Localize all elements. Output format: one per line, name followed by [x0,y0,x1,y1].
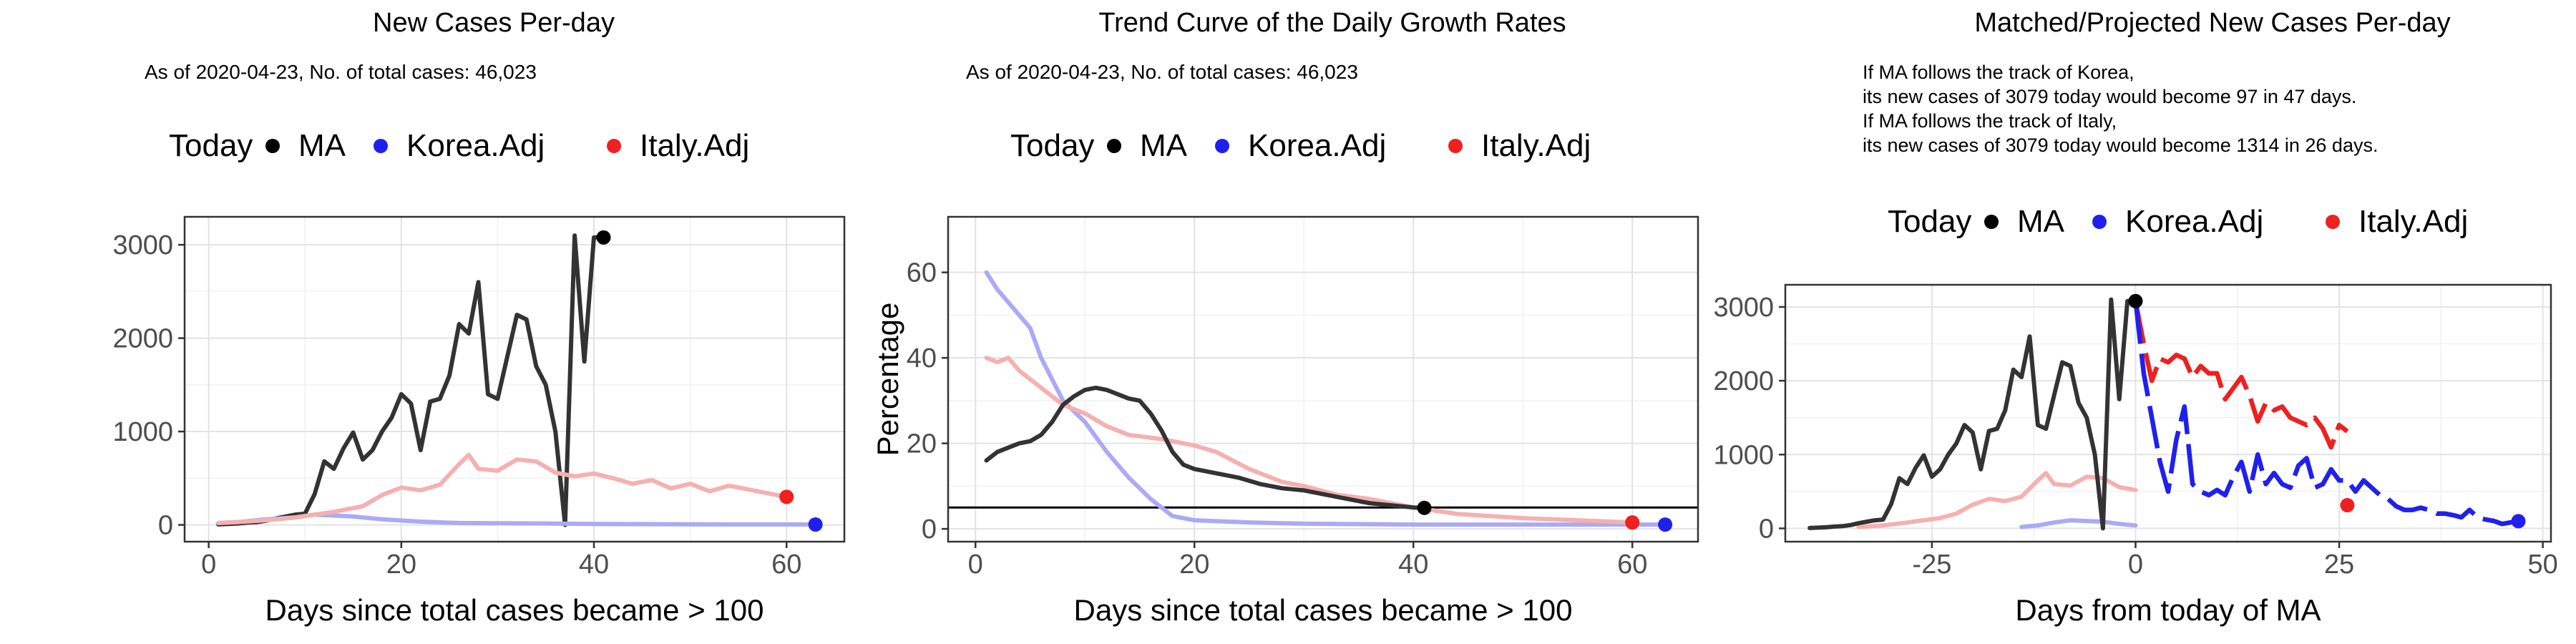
x-tick-label: 20 [1179,550,1209,580]
legend-key-marker [607,139,621,153]
y-tick-label: 60 [907,258,937,288]
chart-subtitle: As of 2020-04-23, No. of total cases: 46… [966,61,1358,83]
x-tick-label: 0 [201,550,216,580]
legend: Today MA Korea.Adj Italy.Adj [1888,204,2468,239]
x-tick-label: 40 [1398,550,1428,580]
series-line-italy-adj [216,452,789,525]
today-point-ma [2128,293,2143,308]
legend: Today MA Korea.Adj Italy.Adj [1010,128,1591,163]
x-tick-label: 60 [1617,550,1647,580]
series-line-korea-adj [2019,518,2138,530]
y-tick-label: 3000 [1713,293,1774,323]
legend: Today MA Korea.Adj Italy.Adj [169,128,749,163]
chart-subtitle-line: its new cases of 3079 today would become… [1863,86,2356,107]
today-point-italy-adj [2340,498,2355,513]
chart-subtitle-line: If MA follows the track of Korea, [1863,62,2135,83]
y-tick-label: 40 [907,343,937,374]
chart-subtitle: As of 2020-04-23, No. of total cases: 46… [145,61,537,83]
y-tick-label: 20 [907,429,937,459]
series-line-ma [1807,297,2138,531]
legend-label: Korea.Adj [406,128,545,163]
legend-key-marker [1448,139,1463,153]
legend-key-marker [1107,139,1121,153]
chart-title: New Cases Per-day [373,8,615,38]
plot-border [183,215,846,543]
x-tick-label: 50 [2527,550,2557,580]
x-axis-title: Days since total cases became > 100 [1074,593,1573,627]
today-point-ma [596,230,611,245]
y-tick-label: 0 [158,511,173,541]
y-tick-label: 2000 [1713,366,1774,396]
legend-key-marker [265,139,280,153]
x-tick-label: 0 [2128,550,2143,580]
legend-label: MA [1140,128,1188,163]
legend-label: MA [2017,204,2065,239]
x-tick-label: 40 [579,550,609,580]
x-tick-label: -25 [1912,550,1951,580]
legend-label: MA [298,128,346,163]
today-point-ma [1417,500,1432,515]
y-tick-label: 0 [1759,514,1774,544]
plot-border [1784,283,2552,543]
y-tick-label: 2000 [112,324,173,354]
chart-title: Trend Curve of the Daily Growth Rates [1098,8,1566,38]
gridlines [185,217,844,542]
plot-background [1785,285,2551,542]
chart-panel-3: Matched/Projected New Cases Per-day If MA… [1713,8,2557,627]
x-tick-label: 25 [2324,550,2354,580]
today-point-italy-adj [779,489,794,504]
legend-label: Italy.Adj [2358,204,2468,239]
chart-subtitle-line: If MA follows the track of Italy, [1863,110,2117,132]
y-tick-label: 1000 [1713,440,1774,470]
today-point-korea-adj [1658,517,1673,532]
legend-label: Italy.Adj [1481,128,1591,163]
legend-key-marker [374,139,388,153]
legend-key-marker [2092,215,2107,229]
gridlines [948,217,1698,542]
chart-panel-1: New Cases Per-day As of 2020-04-23, No. o… [112,8,846,627]
x-axis-title: Days since total cases became > 100 [265,593,764,627]
y-tick-label: 1000 [112,417,173,447]
series-line-korea-adj [984,270,1668,527]
x-tick-label: 60 [771,550,801,580]
projection-line-italy-adj [2133,301,2349,450]
legend-label: Korea.Adj [2125,204,2263,239]
projection-line-korea-adj [2133,301,2519,527]
legend-key-marker [1984,215,1999,229]
legend-key-marker [2326,215,2340,229]
today-point-korea-adj [2511,514,2526,529]
legend-title: Today [169,128,253,163]
y-axis-title: Percentage [871,303,904,457]
x-tick-label: 20 [386,550,416,580]
today-point-korea-adj [808,517,823,532]
today-point-italy-adj [1625,515,1640,530]
legend-title: Today [1010,128,1094,163]
chart-subtitle-line: its new cases of 3079 today would become… [1863,135,2378,156]
series-line-ma [984,385,1427,510]
x-tick-label: 0 [968,550,983,580]
legend-title: Today [1888,204,1971,239]
x-axis-title: Days from today of MA [2015,593,2321,627]
plot-border [947,215,1699,543]
chart-panel-2: Trend Curve of the Daily Growth Rates As … [871,8,1699,627]
y-tick-label: 0 [922,514,937,545]
legend-label: Italy.Adj [640,128,749,163]
legend-key-marker [1215,139,1229,153]
chart-title: Matched/Projected New Cases Per-day [1974,8,2450,38]
y-tick-label: 3000 [112,230,173,260]
plot-background [185,217,844,542]
legend-label: Korea.Adj [1248,128,1386,163]
series-line-italy-adj [1856,471,2138,530]
plot-background [948,217,1698,542]
